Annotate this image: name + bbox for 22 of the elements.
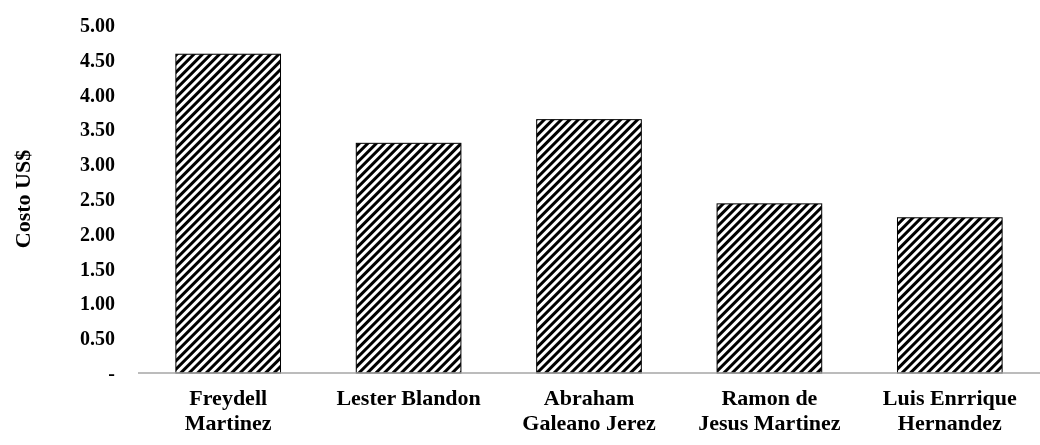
y-tick-label: - xyxy=(108,361,115,384)
bar xyxy=(716,203,823,374)
y-tick-label: 2.00 xyxy=(80,222,115,245)
bar xyxy=(175,53,282,374)
y-tick-label: 4.00 xyxy=(80,83,115,106)
y-tick-label: 3.00 xyxy=(80,153,115,176)
y-tick-label: 1.50 xyxy=(80,257,115,280)
x-tick-label: Lester Blandon xyxy=(336,384,481,410)
x-tick-label: Abraham Galeano Jerez xyxy=(522,384,656,435)
x-tick-label: Luis Enrrique Hernandez xyxy=(882,384,1017,435)
y-axis-title: Costo US$ xyxy=(10,149,35,249)
x-tick-label: Freydell Martinez xyxy=(184,384,272,435)
y-tick-label: 1.00 xyxy=(80,292,115,315)
y-tick-label: 2.50 xyxy=(80,187,115,210)
x-tick-label: Ramon de Jesus Martinez xyxy=(698,384,841,435)
y-tick-label: 5.00 xyxy=(80,13,115,36)
y-tick-label: 4.50 xyxy=(80,48,115,71)
y-tick-label: 3.50 xyxy=(80,118,115,141)
bar xyxy=(536,119,642,374)
bar xyxy=(355,142,462,374)
bar xyxy=(896,217,1003,374)
y-tick-label: 0.50 xyxy=(80,327,115,350)
